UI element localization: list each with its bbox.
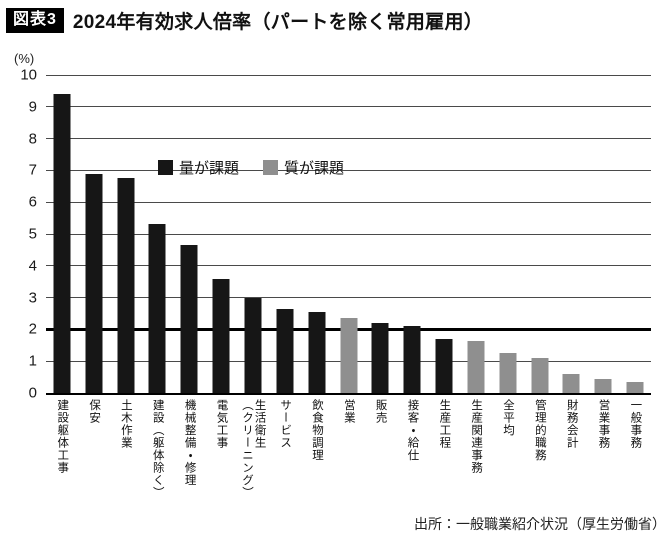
x-axis-label: 販売 (374, 399, 387, 424)
x-axis-label: 電気工事 (215, 399, 228, 449)
bar (53, 94, 71, 393)
x-axis-label: 建設（躯体除く） (151, 399, 164, 499)
y-axis-unit-label: (%) (14, 51, 35, 66)
y-axis-tick-labels: 0 1 2 3 4 5 6 7 8 9 10 (0, 68, 40, 401)
gridline (46, 74, 651, 76)
x-axis-label: 飲食物調理 (310, 399, 323, 462)
y-tick-label: 2 (28, 320, 37, 338)
legend-item: 質が課題 (263, 157, 344, 178)
source-note: 出所：一般職業紹介状況（厚生労働省） (414, 516, 666, 532)
bar (212, 278, 230, 393)
gridline (46, 265, 651, 267)
y-tick-label: 10 (20, 66, 37, 84)
gridline (46, 201, 651, 203)
legend-item: 量が課題 (158, 157, 239, 178)
bar (340, 318, 357, 393)
bar (244, 297, 262, 393)
bar (626, 381, 644, 393)
x-axis-label: サービス (279, 399, 292, 449)
bar (467, 340, 485, 393)
x-axis-label: 建設躯体工事 (56, 399, 69, 474)
x-axis-category-labels: 建設躯体工事 保安 土木作業 建設（躯体除く） 機械整備・修理 電気工事 生活衛生 （クリー… (46, 399, 651, 535)
bar (180, 245, 198, 393)
bar (499, 353, 517, 393)
bar (531, 358, 549, 393)
figure-number-badge: 図表3 (6, 8, 64, 33)
x-axis-label: 土木作業 (119, 399, 132, 449)
chart-title: 2024年有効求人倍率（パートを除く常用雇用） (72, 12, 484, 33)
x-axis-label: 財務会計 (565, 399, 578, 449)
gridline (46, 169, 651, 171)
x-axis-label: 営業 (342, 399, 355, 424)
legend-swatch-icon (263, 160, 279, 175)
gridline (46, 106, 651, 108)
x-axis-label: 接客・給仕 (406, 399, 419, 462)
bar (148, 224, 166, 393)
x-axis-label: 機械整備・修理 (183, 399, 196, 487)
x-axis-label: 管理的職務 (533, 399, 546, 462)
x-axis-label: 保安 (88, 399, 101, 424)
x-axis-label: 生活衛生 （クリーニング） (240, 399, 266, 499)
plot-area: 量が課題 質が課題 (46, 74, 651, 395)
x-axis-label: 営業事務 (597, 399, 610, 449)
x-axis-label: 生産工程 (438, 399, 451, 449)
y-tick-label: 9 (28, 98, 37, 116)
legend-label: 量が課題 (179, 160, 240, 177)
bar (308, 311, 326, 393)
y-tick-label: 6 (28, 193, 37, 211)
legend-swatch-icon (158, 160, 173, 175)
gridline (46, 138, 651, 140)
x-axis-label: 全平均 (502, 399, 515, 437)
figure-header: 図表3 2024年有効求人倍率（パートを除く常用雇用） (6, 7, 483, 34)
gridline (46, 297, 651, 299)
x-axis-label: 一般事務 (629, 399, 642, 449)
y-tick-label: 7 (28, 161, 37, 179)
chart-legend: 量が課題 質が課題 (158, 157, 368, 178)
gridline (46, 233, 651, 235)
bar (562, 373, 580, 393)
legend-label: 質が課題 (284, 160, 345, 177)
bar (371, 323, 389, 393)
y-tick-label: 4 (28, 257, 37, 275)
y-tick-label: 8 (28, 130, 37, 148)
bar (435, 338, 453, 393)
x-axis-label: 生産関連事務 (470, 399, 483, 474)
y-tick-label: 1 (28, 352, 37, 370)
y-tick-label: 3 (28, 289, 37, 307)
bar (117, 178, 135, 393)
y-tick-label: 0 (28, 384, 37, 402)
bar (403, 326, 421, 393)
y-tick-label: 5 (28, 225, 37, 243)
bar (594, 378, 612, 393)
bar (276, 308, 294, 393)
bar (85, 173, 103, 393)
